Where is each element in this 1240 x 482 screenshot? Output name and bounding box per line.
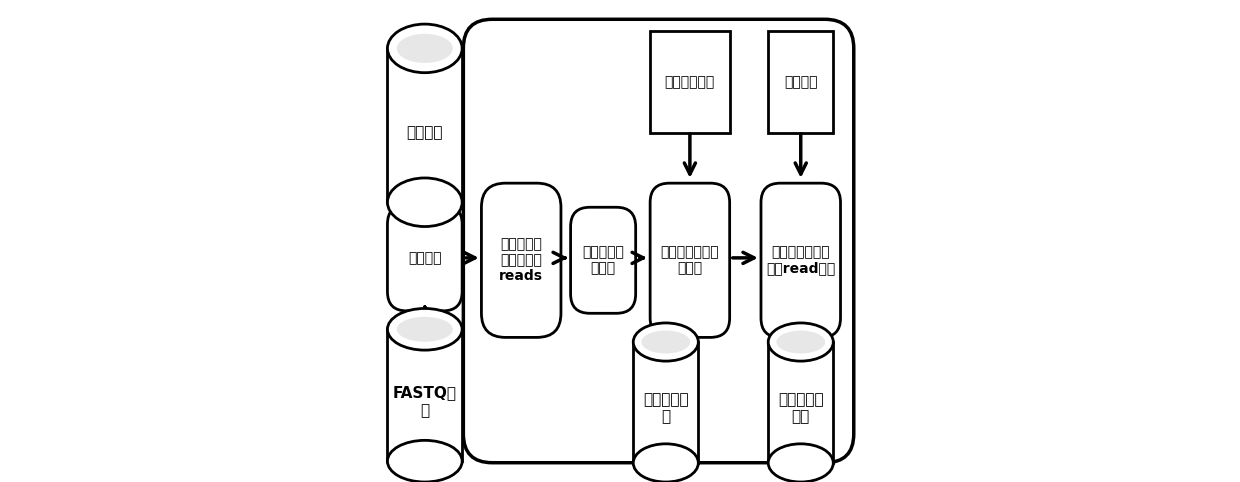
Bar	[650, 31, 729, 133]
Text: 构建一条虚拟参
考序列: 构建一条虚拟参 考序列	[661, 245, 719, 275]
FancyBboxPatch shape	[481, 183, 560, 337]
Text: 变异插入序
列: 变异插入序 列	[644, 392, 688, 424]
Bar	[387, 329, 463, 461]
Ellipse shape	[397, 34, 453, 63]
Ellipse shape	[634, 444, 698, 482]
Ellipse shape	[397, 317, 453, 342]
Bar	[769, 31, 833, 133]
Text: 序列比对: 序列比对	[408, 251, 441, 265]
Text: 确定变异发
生位置: 确定变异发 生位置	[583, 245, 624, 275]
Bar	[769, 342, 833, 463]
Ellipse shape	[387, 24, 463, 73]
FancyBboxPatch shape	[650, 183, 729, 337]
Bar	[634, 342, 698, 463]
Text: 分析变异发生区
域的read深度: 分析变异发生区 域的read深度	[766, 245, 836, 275]
Ellipse shape	[769, 323, 833, 361]
Ellipse shape	[634, 323, 698, 361]
FancyBboxPatch shape	[761, 183, 841, 337]
FancyBboxPatch shape	[387, 205, 463, 311]
Text: 参考序列: 参考序列	[407, 125, 443, 140]
Ellipse shape	[387, 441, 463, 482]
Text: 迭代拼接过程: 迭代拼接过程	[665, 75, 715, 89]
FancyBboxPatch shape	[464, 19, 854, 463]
Ellipse shape	[769, 444, 833, 482]
Ellipse shape	[387, 178, 463, 227]
Text: 统计模型: 统计模型	[784, 75, 817, 89]
Ellipse shape	[776, 331, 825, 353]
Ellipse shape	[387, 308, 463, 350]
Bar	[387, 48, 463, 202]
Text: FASTQ文
件: FASTQ文 件	[393, 385, 456, 418]
Text: 提取部分匹
配与未匹配
reads: 提取部分匹 配与未匹配 reads	[500, 237, 543, 283]
Ellipse shape	[641, 331, 691, 353]
Text: 插入变异基
因型: 插入变异基 因型	[777, 392, 823, 424]
FancyBboxPatch shape	[570, 207, 636, 313]
